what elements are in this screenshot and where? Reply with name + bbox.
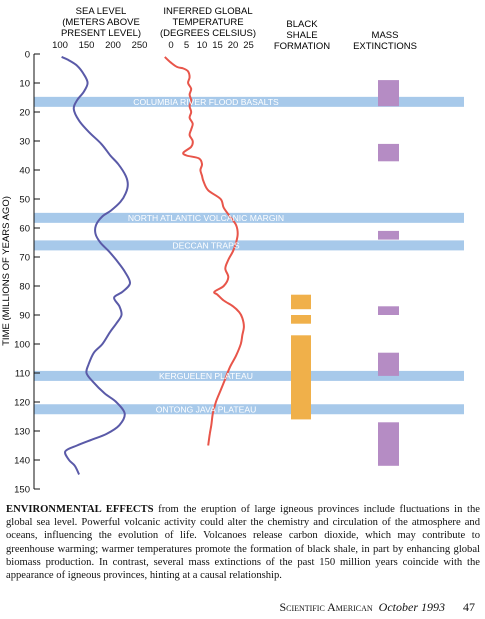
temp-tick-label-0: 0: [168, 40, 173, 51]
sea-tick-label-100: 100: [52, 40, 68, 51]
mass-extinction-bar-3: [378, 306, 399, 315]
volcanic-label-1: NORTH ATLANTIC VOLCANIC MARGIN: [128, 213, 284, 223]
y-tick-label-140: 140: [14, 456, 30, 467]
black-shale-bar-0: [291, 294, 311, 310]
y-tick-label-70: 70: [19, 253, 30, 264]
y-tick-label-90: 90: [19, 311, 30, 322]
mass-extinction-bar-1: [378, 143, 399, 162]
volcanic-label-4: ONTONG JAVA PLATEAU: [156, 404, 257, 414]
sea-level-header-line2: (METERS ABOVE: [62, 17, 140, 28]
temp-tick-label-20: 20: [228, 40, 239, 51]
issue-date: October 1993: [378, 600, 445, 614]
mass-extinction-bar-4: [378, 352, 399, 376]
black-shale-header-line1: BLACK: [286, 19, 318, 30]
black-shale-header-line2: SHALE: [286, 30, 317, 41]
y-tick-label-110: 110: [15, 369, 30, 380]
mass-extinction-bar-0: [378, 80, 399, 107]
volcanic-event-labels: COLUMBIA RIVER FLOOD BASALTS NORTH ATLANT…: [128, 97, 284, 414]
y-tick-label-20: 20: [19, 108, 30, 119]
caption-text: from the eruption of large igneous provi…: [6, 504, 480, 582]
sea-level-curve: [61, 55, 132, 475]
y-tick-label-60: 60: [19, 224, 30, 235]
volcanic-label-3: KERGUELEN PLATEAU: [159, 371, 253, 381]
y-tick-label-50: 50: [19, 195, 30, 206]
mass-extinctions-header-line2: EXTINCTIONS: [353, 41, 417, 52]
mass-extinction-bar-2: [378, 230, 399, 240]
volcanic-event-bands: [34, 96, 464, 415]
y-tick-label-120: 120: [14, 398, 30, 409]
mass-extinctions-header-line1: MASS: [372, 30, 399, 41]
y-tick-label-80: 80: [19, 282, 30, 293]
temperature-header-line3: (DEGREES CELSIUS): [160, 28, 256, 39]
black-shale-bar-2: [291, 335, 311, 420]
sea-tick-label-250: 250: [132, 40, 148, 51]
y-tick-label-30: 30: [19, 137, 30, 148]
black-shale-header-line3: FORMATION: [274, 41, 330, 52]
column-headers: SEA LEVEL (METERS ABOVE PRESENT LEVEL) I…: [61, 6, 417, 52]
temperature-header-line1: INFERRED GLOBAL: [163, 6, 252, 17]
sea-tick-label-150: 150: [79, 40, 95, 51]
volcanic-band-2: [34, 240, 464, 251]
page-number: 47: [463, 600, 475, 614]
curves: [61, 55, 245, 475]
figure: SEA LEVEL (METERS ABOVE PRESENT LEVEL) I…: [1, 6, 464, 496]
interval-bars: [291, 80, 399, 466]
volcanic-band-4: [34, 404, 464, 415]
temp-tick-label-25: 25: [243, 40, 254, 51]
volcanic-band-1: [34, 212, 464, 223]
temperature-curve: [164, 56, 245, 446]
page-footer: Scientific American October 1993 47: [279, 600, 475, 615]
y-tick-label-10: 10: [19, 79, 30, 90]
volcanic-label-0: COLUMBIA RIVER FLOOD BASALTS: [133, 97, 279, 107]
y-tick-label-40: 40: [19, 166, 30, 177]
volcanic-band-0: [34, 96, 464, 107]
temp-tick-label-15: 15: [212, 40, 223, 51]
volcanic-band-3: [34, 370, 464, 381]
sea-level-header-line3: PRESENT LEVEL): [61, 28, 141, 39]
temperature-header-line2: TEMPERATURE: [172, 17, 243, 28]
y-tick-label-130: 130: [14, 427, 30, 438]
sea-level-header-line1: SEA LEVEL: [76, 6, 127, 17]
y-tick-label-0: 0: [25, 50, 30, 61]
figure-caption: ENVIRONMENTAL EFFECTS from the eruption …: [6, 503, 480, 582]
temp-tick-label-10: 10: [197, 40, 208, 51]
black-shale-bar-1: [291, 315, 311, 324]
y-tick-label-100: 100: [14, 340, 30, 351]
caption-lead: ENVIRONMENTAL EFFECTS: [6, 504, 154, 515]
volcanic-label-2: DECCAN TRAPS: [172, 241, 239, 251]
sea-tick-label-200: 200: [105, 40, 121, 51]
mass-extinction-bar-5: [378, 422, 399, 466]
y-tick-label-150: 150: [14, 485, 30, 496]
temp-tick-label-5: 5: [184, 40, 189, 51]
axes: 0102030405060708090100110120130140150100…: [14, 40, 254, 496]
y-axis-label: TIME (MILLIONS OF YEARS AGO): [1, 196, 12, 346]
publication-name: Scientific American: [279, 600, 373, 614]
